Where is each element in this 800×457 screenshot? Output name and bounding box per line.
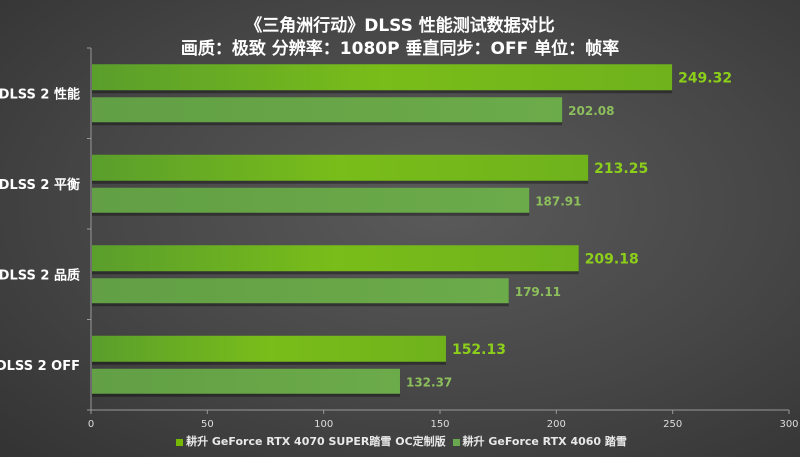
x-tick-label: 50 [201, 419, 214, 430]
x-tick-label: 0 [88, 419, 94, 430]
x-tick-label: 100 [314, 419, 333, 430]
data-label: 152.13 [452, 342, 506, 358]
data-label: 187.91 [535, 194, 581, 208]
bar [92, 335, 446, 362]
legend-label-1: 耕升 GeForce RTX 4070 SUPER踏雪 OC定制版 [186, 435, 446, 448]
x-tick-label: 150 [430, 419, 449, 430]
chart-title: 《三角洲行动》DLSS 性能测试数据对比 [245, 16, 555, 36]
bar [92, 187, 530, 213]
data-label: 132.37 [406, 375, 452, 389]
data-label: 179.11 [515, 285, 561, 299]
bar [92, 64, 673, 91]
legend-swatch-2 [452, 438, 460, 446]
data-label: 249.32 [678, 70, 732, 86]
bar [92, 368, 400, 394]
data-label: 213.25 [594, 161, 648, 177]
bar [92, 278, 509, 304]
category-label: DLSS 2 平衡 [0, 177, 80, 193]
legend-swatch-1 [176, 438, 184, 446]
data-label: 202.08 [568, 104, 614, 118]
bar [92, 245, 579, 272]
legend-label-2: 耕升 GeForce RTX 4060 踏雪 [462, 435, 627, 448]
bar [92, 154, 589, 181]
category-label: DLSS 2 OFF [0, 359, 80, 374]
x-tick-label: 300 [779, 419, 798, 430]
category-label: DLSS 2 性能 [0, 86, 80, 102]
category-label: DLSS 2 品质 [0, 267, 80, 283]
legend: 耕升 GeForce RTX 4070 SUPER踏雪 OC定制版 耕升 GeF… [0, 433, 800, 449]
chart-subtitle: 画质：极致 分辨率：1080P 垂直同步：OFF 单位：帧率 [180, 39, 620, 59]
x-tick-label: 250 [663, 419, 682, 430]
x-tick-label: 200 [547, 419, 566, 430]
bar [92, 97, 563, 123]
data-label: 209.18 [585, 251, 639, 267]
